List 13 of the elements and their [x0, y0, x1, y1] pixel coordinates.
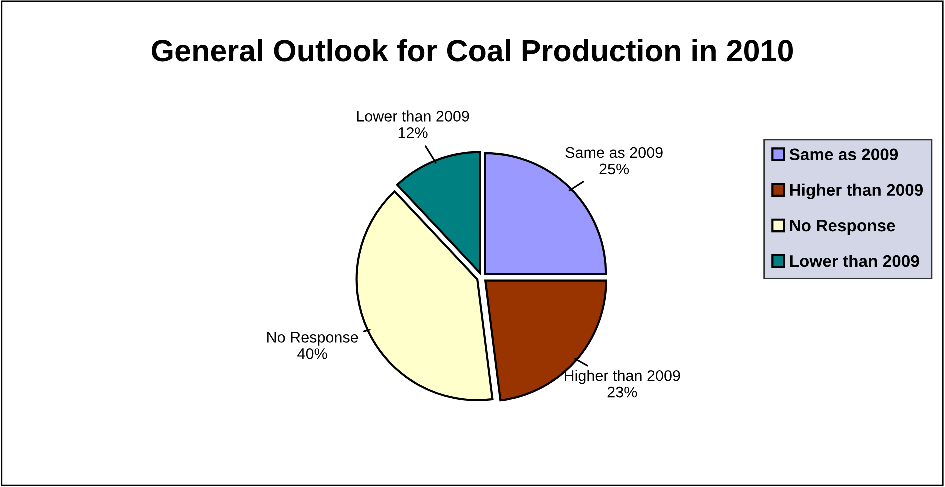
data-label: 40% [298, 348, 328, 360]
legend-label: No Response [790, 220, 896, 235]
data-label: 12% [398, 128, 428, 138]
data-label: 23% [608, 386, 638, 398]
chart-title: General Outlook for Coal Production in 2010 [152, 39, 794, 62]
slice-label: Lower than 2009 [357, 110, 470, 122]
legend-label: Lower than 2009 [790, 254, 920, 268]
slice-label: Same as 2009 [566, 147, 663, 158]
data-label: 25% [600, 164, 630, 175]
slice-label: Higher than 2009 [565, 370, 680, 384]
legend-label: Same as 2009 [790, 148, 898, 161]
legend-label: Higher than 2009 [790, 184, 923, 200]
slice-label: No Response [268, 332, 358, 346]
